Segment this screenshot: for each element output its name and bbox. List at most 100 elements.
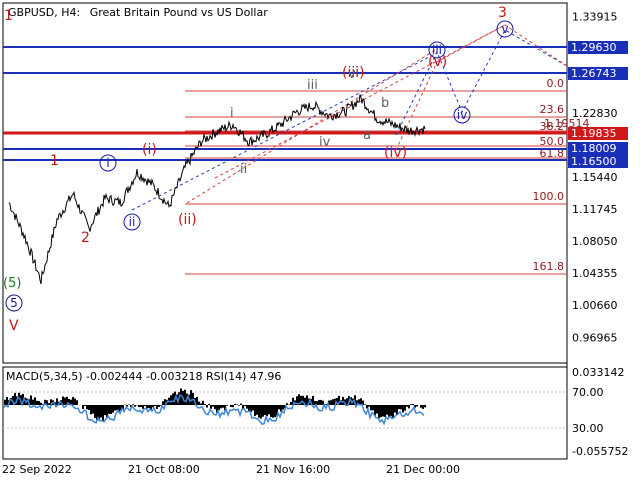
macd-bar bbox=[346, 398, 348, 405]
indicator-axis-label: 30.00 bbox=[572, 422, 604, 435]
macd-bar bbox=[112, 405, 114, 413]
wave-label-red: 1 bbox=[50, 153, 59, 169]
macd-bar bbox=[216, 405, 218, 413]
fib-label: 100.0 bbox=[533, 190, 565, 203]
macd-bar bbox=[40, 402, 42, 405]
macd-bar bbox=[260, 405, 262, 419]
macd-bar bbox=[302, 395, 304, 405]
macd-bar bbox=[98, 405, 100, 421]
fib-label: 161.8 bbox=[533, 260, 565, 273]
macd-bar bbox=[282, 405, 284, 410]
macd-bar bbox=[240, 403, 242, 405]
macd-bar bbox=[312, 395, 314, 405]
macd-bar bbox=[200, 403, 202, 405]
macd-bar bbox=[66, 396, 68, 405]
macd-bar bbox=[208, 403, 210, 405]
macd-bar bbox=[46, 400, 48, 405]
wave-label-red-paren: (iv) bbox=[384, 145, 407, 161]
macd-bar bbox=[250, 405, 252, 413]
macd-bar bbox=[380, 405, 382, 418]
fib-label: 0.0 bbox=[547, 77, 565, 90]
macd-bar bbox=[242, 405, 244, 409]
macd-bar bbox=[100, 405, 102, 418]
macd-bar bbox=[328, 400, 330, 405]
macd-bar bbox=[252, 405, 254, 411]
fib-label: 50.0 bbox=[540, 135, 565, 148]
macd-bar bbox=[342, 396, 344, 405]
macd-bar bbox=[422, 405, 424, 409]
macd-bar bbox=[248, 405, 250, 412]
price-tick-label: 1.00660 bbox=[572, 299, 618, 312]
macd-bar bbox=[232, 405, 234, 408]
price-tag-box bbox=[568, 67, 628, 80]
wave-label-red-paren: (ii) bbox=[178, 212, 197, 228]
macd-bar bbox=[190, 390, 192, 405]
price-level-tags: 1.29630 1.26743 1.19835 1.18009 1.16500 bbox=[568, 41, 628, 168]
macd-bar bbox=[218, 405, 220, 411]
channel-line-red-2 bbox=[214, 24, 506, 179]
macd-bar bbox=[36, 400, 38, 405]
price-tag-text: 1.19835 bbox=[571, 127, 617, 140]
macd-bar bbox=[272, 405, 274, 418]
macd-bar bbox=[416, 405, 418, 407]
wave-circle bbox=[123, 213, 141, 231]
macd-bar bbox=[400, 405, 402, 410]
time-tick-label: 21 Oct 08:00 bbox=[128, 463, 200, 476]
macd-bar bbox=[358, 399, 360, 405]
fibonacci-levels bbox=[185, 90, 567, 275]
wave-labels: 1 1 2 3 V (i) (ii) (iii) (iv) (v) i ii i… bbox=[3, 5, 514, 334]
macd-bar bbox=[224, 405, 226, 411]
price-axis: 1.33915 1.22830 1.15440 1.11745 1.08050 1.043… bbox=[572, 11, 618, 345]
fib-label: 23.6 bbox=[540, 103, 565, 116]
wave-label-gray: b bbox=[381, 96, 389, 111]
time-tick-label: 22 Sep 2022 bbox=[2, 463, 72, 476]
macd-bar bbox=[184, 389, 186, 405]
channel-line-red-1 bbox=[186, 48, 438, 204]
fibonacci-labels: 0.0 23.6 38.2 50.0 61.8 100.0 161.8 bbox=[533, 77, 565, 273]
wave-label-gray: v bbox=[348, 67, 356, 82]
macd-bar bbox=[264, 405, 266, 415]
macd-bar bbox=[68, 399, 70, 405]
time-tick-label: 21 Nov 16:00 bbox=[256, 463, 330, 476]
macd-bar bbox=[388, 405, 390, 417]
macd-bar bbox=[150, 405, 152, 410]
macd-bar bbox=[396, 405, 398, 415]
macd-bar bbox=[202, 400, 204, 405]
macd-bar bbox=[230, 405, 232, 407]
macd-bar bbox=[140, 405, 142, 408]
wave-label-red: 1 bbox=[4, 8, 13, 24]
wave-circle bbox=[428, 41, 446, 59]
wave-label-green: (5) bbox=[3, 276, 21, 291]
macd-bar bbox=[56, 398, 58, 405]
macd-bar bbox=[376, 405, 378, 414]
macd-bar bbox=[278, 405, 280, 410]
wave-label-navy: 5 bbox=[10, 296, 18, 310]
macd-bar bbox=[408, 405, 410, 409]
price-tag-box bbox=[568, 155, 628, 168]
macd-bar bbox=[192, 392, 194, 405]
macd-bar bbox=[378, 405, 380, 419]
price-tick-label: 1.33915 bbox=[572, 11, 618, 24]
macd-bar bbox=[74, 398, 76, 405]
macd-bar bbox=[162, 401, 164, 405]
wave-label-gray: a bbox=[363, 128, 371, 143]
macd-bar bbox=[108, 405, 110, 414]
macd-bar bbox=[210, 405, 212, 409]
price-tick-label: 1.08050 bbox=[572, 235, 618, 248]
macd-bar bbox=[318, 399, 320, 405]
indicator-title: MACD(5,34,5) -0.002444 -0.003218 RSI(14)… bbox=[6, 370, 281, 383]
macd-bar bbox=[10, 397, 12, 405]
macd-bar bbox=[158, 405, 160, 407]
macd-bar bbox=[156, 405, 158, 409]
macd-bar bbox=[196, 396, 198, 405]
macd-bar bbox=[314, 400, 316, 405]
macd-bar bbox=[226, 405, 228, 406]
macd-bar bbox=[90, 405, 92, 415]
macd-bar bbox=[276, 405, 278, 416]
macd-bar bbox=[38, 401, 40, 405]
macd-bar bbox=[394, 405, 396, 413]
price-tag-box bbox=[568, 127, 628, 140]
wave-circle bbox=[99, 154, 117, 172]
